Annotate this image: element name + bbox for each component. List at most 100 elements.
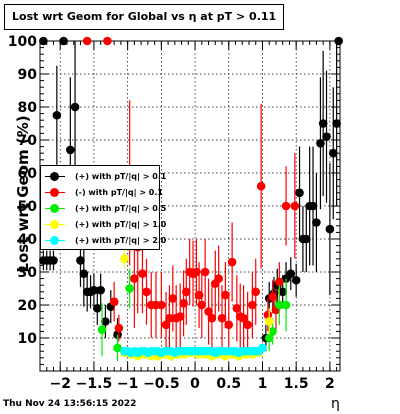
data-point xyxy=(217,313,227,323)
axis-ticks: −2 −1.5 −1 −0.5 0 0.5 1 1.5 2 10 20 30 40 50 60 70 80 90 1… xyxy=(8,34,340,392)
data-point xyxy=(251,287,261,297)
data-point xyxy=(281,201,291,211)
data-point xyxy=(79,269,89,278)
data-point xyxy=(258,343,267,353)
data-point xyxy=(232,304,242,313)
data-point xyxy=(138,269,147,278)
data-point xyxy=(76,256,85,265)
legend-entry: (+) with pT/|q| > 0.5 xyxy=(45,201,166,216)
legend-label: (+) with pT/|q| > 0.1 xyxy=(75,172,167,181)
data-point xyxy=(70,102,80,112)
data-point xyxy=(214,274,223,283)
data-point xyxy=(59,36,68,46)
legend-label: (+) with pT/|q| > 1.0 xyxy=(75,220,167,229)
data-point xyxy=(197,300,207,310)
data-point xyxy=(256,181,266,191)
data-point xyxy=(96,285,105,295)
data-point xyxy=(207,313,217,323)
data-point xyxy=(113,343,122,353)
data-point xyxy=(334,36,343,46)
data-point xyxy=(114,323,124,333)
data-point xyxy=(200,267,210,277)
x-tick-label: 1.5 xyxy=(284,376,309,392)
y-tick-label: 100 xyxy=(8,34,37,50)
data-point xyxy=(181,287,191,297)
data-point xyxy=(142,287,151,297)
data-point xyxy=(175,312,185,321)
data-point xyxy=(39,36,48,46)
legend-entry: (+) with pT/|q| > 2.0 xyxy=(45,233,166,248)
legend-marker xyxy=(45,187,66,198)
legend-marker xyxy=(45,171,66,182)
legend-label: (+) with pT/|q| > 0.5 xyxy=(75,204,167,213)
legend-label: (-) with pT/|q| > 0.1 xyxy=(75,188,163,197)
data-point xyxy=(97,325,107,335)
data-point xyxy=(109,297,119,307)
data-point xyxy=(248,300,257,310)
y-tick-label: 50 xyxy=(18,199,38,215)
data-point xyxy=(130,274,139,283)
data-point xyxy=(328,148,338,158)
data-point xyxy=(239,313,248,323)
legend-entry: (-) with pT/|q| > 0.1 xyxy=(45,185,163,200)
legend-marker xyxy=(45,235,66,246)
chart-title: Lost wrt Geom for Global vs η at pT > 0.… xyxy=(4,4,284,30)
data-point xyxy=(119,254,129,264)
data-point xyxy=(275,277,284,287)
data-point xyxy=(263,310,273,320)
data-point xyxy=(312,218,321,227)
data-point xyxy=(286,269,296,278)
x-axis-label: η xyxy=(331,396,340,412)
y-tick-label: 90 xyxy=(18,67,38,83)
x-tick-label: 0.5 xyxy=(216,376,241,392)
data-point xyxy=(168,294,178,303)
y-tick-label: 10 xyxy=(18,331,38,347)
legend: (+) with pT/|q| > 0.1 (-) with pT/|q| > 0… xyxy=(40,165,166,250)
data-point xyxy=(161,320,171,330)
series-4 xyxy=(119,343,267,358)
data-point xyxy=(157,300,166,310)
data-point xyxy=(332,119,341,128)
x-tick-label: 0 xyxy=(190,376,200,392)
legend-entry: (+) with pT/|q| > 1.0 xyxy=(45,217,166,232)
data-point xyxy=(295,188,304,198)
data-point xyxy=(318,119,328,128)
legend-marker xyxy=(45,203,66,214)
data-point xyxy=(82,36,92,46)
data-point xyxy=(275,300,284,310)
data-point xyxy=(264,333,274,343)
data-point xyxy=(221,290,230,300)
y-tick-label: 20 xyxy=(18,298,38,314)
y-tick-label: 80 xyxy=(18,100,38,116)
legend-entry: (+) with pT/|q| > 0.1 xyxy=(45,169,166,184)
x-tick-label: 1 xyxy=(258,376,268,392)
x-tick-label: 2 xyxy=(325,376,335,392)
data-point xyxy=(89,285,99,295)
y-tick-label: 70 xyxy=(18,133,38,149)
data-point xyxy=(101,317,110,326)
data-point xyxy=(165,313,174,323)
data-point xyxy=(281,300,291,310)
data-point xyxy=(66,145,75,155)
data-point xyxy=(224,320,234,330)
data-point xyxy=(290,201,300,211)
x-tick-label: −1.5 xyxy=(76,376,113,392)
y-tick-label: 30 xyxy=(18,265,38,281)
data-point xyxy=(308,201,318,211)
data-point xyxy=(268,327,277,336)
data-point xyxy=(103,36,112,46)
series-2 xyxy=(97,268,291,362)
y-tick-label: 60 xyxy=(18,166,38,182)
x-tick-label: −0.5 xyxy=(143,376,180,392)
data-point xyxy=(125,284,134,293)
data-point xyxy=(243,320,252,330)
data-point xyxy=(301,234,311,244)
x-tick-label: −1 xyxy=(117,376,138,392)
data-point xyxy=(227,257,237,267)
x-tick-label: −2 xyxy=(49,376,70,392)
data-point xyxy=(204,307,213,316)
data-point xyxy=(325,224,335,234)
y-tick-label: 40 xyxy=(18,232,38,248)
data-point xyxy=(268,292,277,302)
